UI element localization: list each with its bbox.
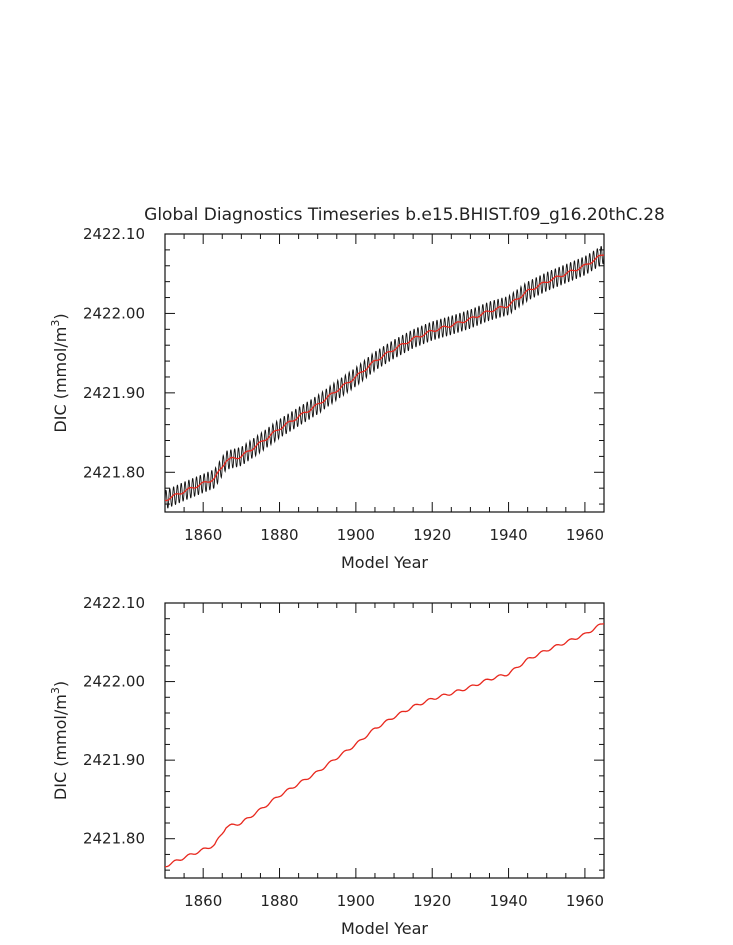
x-tick-label: 1960 <box>566 892 604 910</box>
y-tick-label: 2422.10 <box>83 594 145 612</box>
annual-mean-line <box>164 254 605 502</box>
x-tick-label: 1940 <box>489 892 527 910</box>
x-tick-label: 1960 <box>566 526 604 544</box>
x-tick-label: 1940 <box>489 526 527 544</box>
y-tick-label: 2421.80 <box>83 463 145 481</box>
x-tick-label: 1900 <box>337 892 375 910</box>
plot-frame <box>164 233 605 513</box>
x-tick-label: 1880 <box>260 892 298 910</box>
x-axis-title: Model Year <box>341 919 428 938</box>
y-axis-title: DIC (mmol/m3) <box>49 681 70 800</box>
annual-mean-line <box>164 623 605 868</box>
x-tick-label: 1920 <box>413 892 451 910</box>
top-chart-panel: 1860 1880 1900 1920 1940 1960 2421.80 2421.90 24… <box>49 205 665 572</box>
y-tick-label: 2421.90 <box>83 751 145 769</box>
y-tick-label: 2422.10 <box>83 225 145 243</box>
x-tick-label: 1860 <box>184 526 222 544</box>
x-tick-label: 1860 <box>184 892 222 910</box>
y-tick-label: 2422.00 <box>83 304 145 322</box>
y-tick-label: 2422.00 <box>83 673 145 691</box>
bottom-chart-panel: 1860 1880 1900 1920 1940 1960 2421.80 2421.90 24… <box>49 594 605 938</box>
y-tick-label: 2421.80 <box>83 830 145 848</box>
plot-frame <box>164 602 605 879</box>
x-tick-label: 1900 <box>337 526 375 544</box>
x-tick-label: 1880 <box>260 526 298 544</box>
x-axis-title: Model Year <box>341 553 428 572</box>
y-tick-label: 2421.90 <box>83 384 145 402</box>
y-axis-title: DIC (mmol/m3) <box>49 313 70 432</box>
x-tick-label: 1920 <box>413 526 451 544</box>
chart-title: Global Diagnostics Timeseries b.e15.BHIS… <box>144 205 665 225</box>
